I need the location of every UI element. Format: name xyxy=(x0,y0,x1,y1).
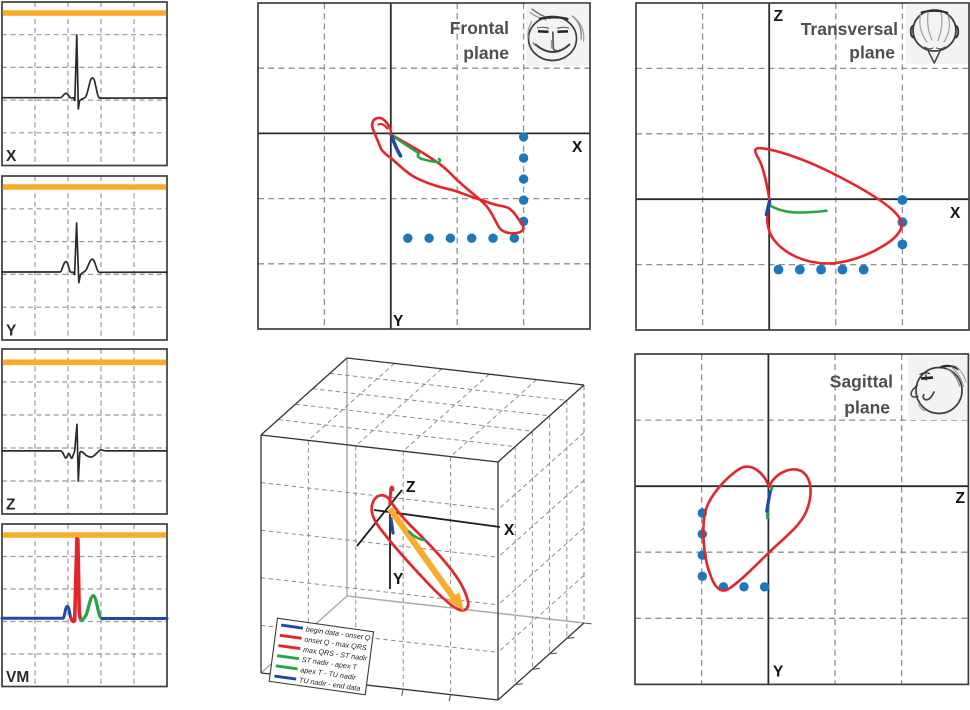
svg-text:Z: Z xyxy=(406,479,416,496)
svg-text:Y: Y xyxy=(773,664,784,681)
svg-text:plane: plane xyxy=(463,43,509,63)
svg-text:Y: Y xyxy=(393,313,404,330)
svg-text:Sagittal: Sagittal xyxy=(830,372,893,392)
svg-text:Y: Y xyxy=(6,323,17,340)
svg-text:VM: VM xyxy=(6,669,29,686)
svg-text:Transversal: Transversal xyxy=(801,19,898,39)
svg-text:Z: Z xyxy=(774,8,784,25)
svg-text:Frontal: Frontal xyxy=(450,18,509,38)
svg-text:Z: Z xyxy=(6,497,16,514)
svg-text:plane: plane xyxy=(849,43,895,63)
svg-text:Z: Z xyxy=(956,490,966,507)
svg-text:X: X xyxy=(504,522,515,539)
svg-text:X: X xyxy=(950,205,961,222)
svg-text:X: X xyxy=(572,139,583,156)
svg-text:X: X xyxy=(6,148,17,165)
svg-text:Y: Y xyxy=(393,571,404,588)
svg-text:plane: plane xyxy=(844,398,890,418)
